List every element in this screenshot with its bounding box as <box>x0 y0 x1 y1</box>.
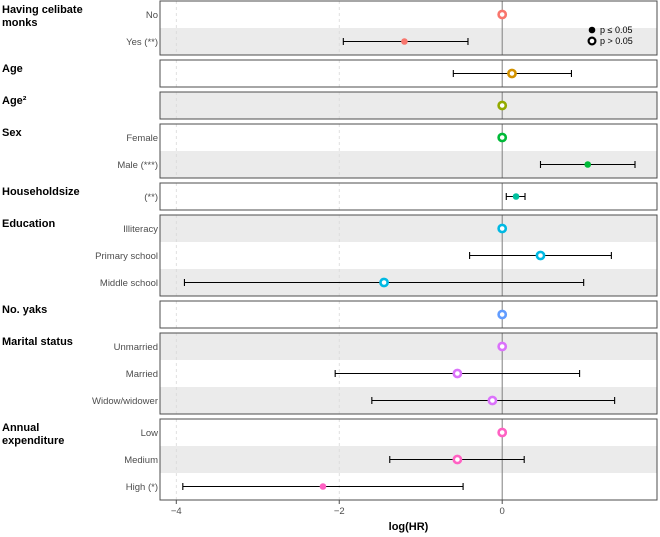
panel-2: Age² <box>2 91 658 120</box>
group-title: Education <box>2 218 55 230</box>
point-estimate <box>379 277 389 288</box>
panel-border <box>159 0 658 56</box>
panel-border <box>159 418 658 501</box>
x-tick-label: 0 <box>500 506 505 517</box>
row-label: Low <box>141 428 159 439</box>
panel-background <box>160 183 657 210</box>
point-estimate <box>497 100 508 111</box>
point-estimate <box>497 309 508 320</box>
group-title: Annual <box>2 422 39 434</box>
row-shade <box>160 333 657 360</box>
panel-border <box>159 182 658 211</box>
group-title: Age <box>2 63 23 75</box>
legend-key-open <box>587 36 597 46</box>
row-label: Middle school <box>100 278 158 289</box>
panel-border <box>159 300 658 329</box>
row-shade <box>160 215 657 242</box>
row-label: Male (***) <box>117 160 158 171</box>
panel-background <box>160 60 657 87</box>
point-estimate <box>319 483 327 490</box>
point-estimate <box>497 223 508 234</box>
group-title: Having celibate <box>2 4 83 16</box>
point-estimate <box>535 250 546 261</box>
panel-1: Age <box>2 59 658 88</box>
row-label: Married <box>126 369 158 380</box>
group-title: Age² <box>2 95 27 107</box>
point-estimate <box>401 38 408 45</box>
row-label: Primary school <box>95 251 158 262</box>
point-estimate <box>487 395 498 406</box>
point-estimate <box>584 161 592 168</box>
point-estimate <box>452 368 463 379</box>
legend-key-filled <box>588 26 596 34</box>
point-estimate <box>507 68 517 79</box>
group-title: Householdsize <box>2 186 80 198</box>
group-title: No. yaks <box>2 304 47 316</box>
row-label: Unmarried <box>114 342 158 353</box>
point-estimate <box>497 9 508 20</box>
group-title: Sex <box>2 127 22 139</box>
group-title: expenditure <box>2 435 64 447</box>
row-label: Illiteracy <box>123 224 158 235</box>
x-axis: −4 −2 0 log(HR) <box>171 500 505 533</box>
panel-border <box>159 214 658 297</box>
panel-5: Education Illiteracy Primary school Middle … <box>2 214 658 297</box>
group-title: monks <box>2 17 37 29</box>
row-label: No <box>146 10 158 21</box>
legend: p ≤ 0.05p > 0.05 <box>587 25 633 46</box>
panel-3: Sex Female Male (***) <box>2 123 658 179</box>
point-estimate <box>497 132 508 143</box>
row-label: (**) <box>144 192 158 203</box>
legend-label: p ≤ 0.05 <box>600 25 632 35</box>
x-axis-title: log(HR) <box>389 521 429 533</box>
group-title: Marital status <box>2 336 73 348</box>
row-label: Medium <box>124 455 158 466</box>
row-label: High (*) <box>126 482 158 493</box>
panel-7: Marital status Unmarried Married Widow/wido… <box>2 332 658 415</box>
panel-border <box>159 91 658 120</box>
panel-background <box>160 301 657 328</box>
legend-label: p > 0.05 <box>600 36 633 46</box>
panel-4: Householdsize (**) <box>2 182 658 211</box>
point-estimate <box>452 454 463 465</box>
panel-6: No. yaks <box>2 300 658 329</box>
point-estimate <box>497 427 508 438</box>
point-estimate <box>512 193 520 200</box>
row-label: Female <box>126 133 158 144</box>
row-label: Widow/widower <box>92 396 158 407</box>
panel-border <box>159 123 658 179</box>
panel-border <box>159 59 658 88</box>
point-estimate <box>497 341 508 352</box>
row-label: Yes (**) <box>126 37 158 48</box>
panel-border <box>159 332 658 415</box>
x-tick-label: −2 <box>334 506 345 517</box>
x-tick-label: −4 <box>171 506 182 517</box>
row-shade <box>160 92 657 119</box>
